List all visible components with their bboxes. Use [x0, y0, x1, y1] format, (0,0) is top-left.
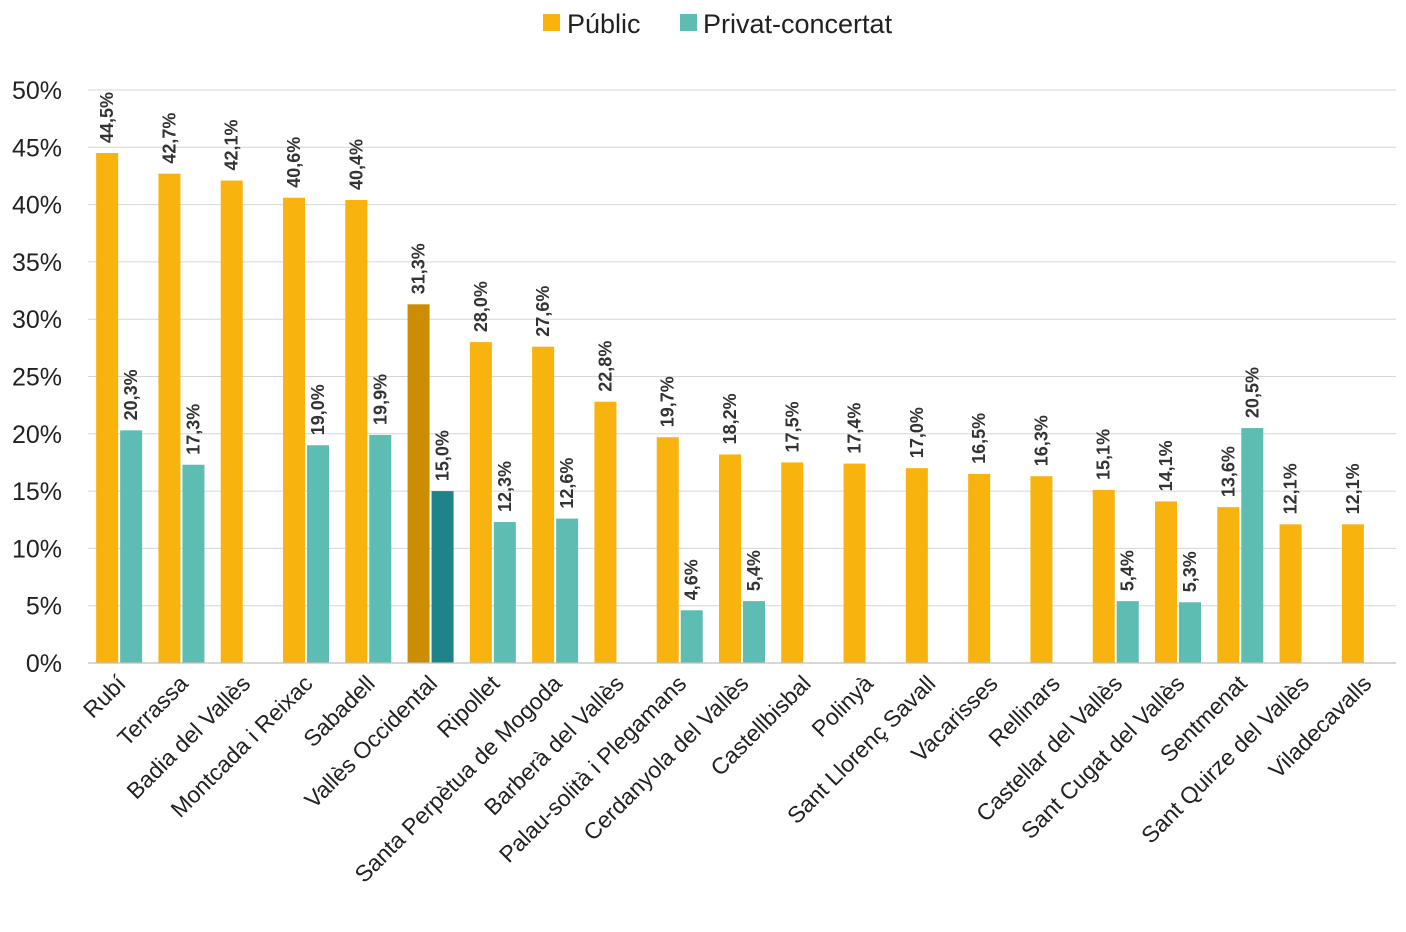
y-tick-label: 0% — [26, 650, 62, 678]
bar-public — [719, 454, 741, 663]
data-label: 5,4% — [1118, 550, 1138, 591]
bars — [96, 153, 1364, 664]
bar-private — [1179, 602, 1201, 663]
bar-private — [182, 464, 205, 663]
data-label: 27,6% — [533, 286, 553, 337]
y-tick-label: 5% — [26, 593, 62, 621]
bar-public — [345, 200, 368, 664]
bar-public — [407, 304, 430, 663]
bar-private — [431, 491, 454, 663]
data-label: 12,1% — [1281, 463, 1301, 514]
bar-public — [96, 153, 119, 663]
y-axis-ticks: 0% 5% 10% 15% 20% 25% 30% 35% 40% 45% 50% — [12, 77, 62, 678]
bar-private — [680, 610, 703, 663]
legend: Públic Privat-concertat — [543, 9, 893, 39]
data-label: 17,0% — [907, 407, 927, 458]
data-label: 16,5% — [969, 413, 989, 464]
y-tick-label: 25% — [12, 364, 62, 392]
bar-public — [532, 346, 555, 663]
y-tick-label: 50% — [12, 77, 62, 105]
data-label: 19,7% — [658, 376, 678, 427]
bar-public — [968, 473, 991, 663]
data-label: 4,6% — [682, 559, 702, 600]
bar-public — [469, 342, 492, 663]
data-label: 20,5% — [1242, 367, 1262, 418]
data-label: 16,3% — [1031, 415, 1051, 466]
data-label: 5,4% — [744, 550, 764, 591]
bar-public — [1279, 524, 1302, 663]
data-label: 17,3% — [183, 404, 203, 455]
data-label: 14,1% — [1156, 440, 1176, 491]
bar-public — [158, 173, 181, 663]
bar-public — [905, 468, 928, 663]
bar-public — [594, 401, 617, 663]
data-label: 13,6% — [1218, 446, 1238, 497]
data-label: 5,3% — [1180, 551, 1200, 592]
data-labels: 44,5% 20,3% 42,7% 17,3% 42,1% 40,6% 19,0% 40,4%… — [97, 92, 1363, 600]
data-label: 12,6% — [557, 458, 577, 509]
bar-private — [307, 445, 329, 663]
legend-swatch-public — [543, 14, 560, 31]
y-tick-label: 30% — [12, 306, 62, 334]
y-tick-label: 20% — [12, 421, 62, 449]
bar-private — [743, 601, 765, 663]
data-label: 15,1% — [1094, 429, 1114, 480]
y-tick-label: 15% — [12, 478, 62, 506]
y-tick-label: 45% — [12, 134, 62, 162]
data-label: 19,0% — [308, 384, 328, 435]
bar-private — [556, 518, 579, 663]
bar-public — [220, 180, 243, 663]
bar-public — [1030, 476, 1053, 663]
y-tick-label: 40% — [12, 192, 62, 220]
data-label: 17,4% — [845, 403, 865, 454]
gridlines — [88, 89, 1396, 607]
bar-private — [1241, 428, 1264, 663]
data-label: 31,3% — [409, 243, 429, 294]
data-label: 12,3% — [495, 461, 515, 512]
legend-label-private: Privat-concertat — [703, 9, 893, 39]
data-label: 12,1% — [1343, 463, 1363, 514]
data-label: 42,1% — [222, 119, 242, 170]
bar-private — [369, 434, 392, 663]
data-label: 44,5% — [97, 92, 117, 143]
bar-public — [1155, 501, 1177, 663]
legend-label-public: Públic — [567, 9, 641, 39]
bar-private — [1116, 601, 1139, 663]
legend-swatch-private — [680, 14, 697, 31]
bar-public — [1217, 507, 1240, 663]
x-tick-label: Rubí — [78, 670, 131, 723]
data-label: 15,0% — [433, 430, 453, 481]
data-label: 40,6% — [284, 137, 304, 188]
data-label: 17,5% — [782, 401, 802, 452]
data-label: 20,3% — [121, 369, 141, 420]
y-tick-label: 10% — [12, 535, 62, 563]
bar-private — [120, 430, 143, 663]
bar-public — [1341, 524, 1364, 663]
data-label: 18,2% — [720, 393, 740, 444]
bar-public — [283, 197, 305, 663]
data-label: 19,9% — [370, 374, 390, 425]
data-label: 28,0% — [471, 281, 491, 332]
y-tick-label: 35% — [12, 249, 62, 277]
bar-public — [843, 463, 866, 663]
data-label: 40,4% — [346, 139, 366, 190]
bar-public — [656, 437, 679, 663]
data-label: 22,8% — [595, 341, 615, 392]
bar-public — [781, 462, 804, 663]
bar-private — [493, 522, 516, 663]
data-label: 42,7% — [159, 113, 179, 164]
bar-public — [1092, 489, 1115, 663]
